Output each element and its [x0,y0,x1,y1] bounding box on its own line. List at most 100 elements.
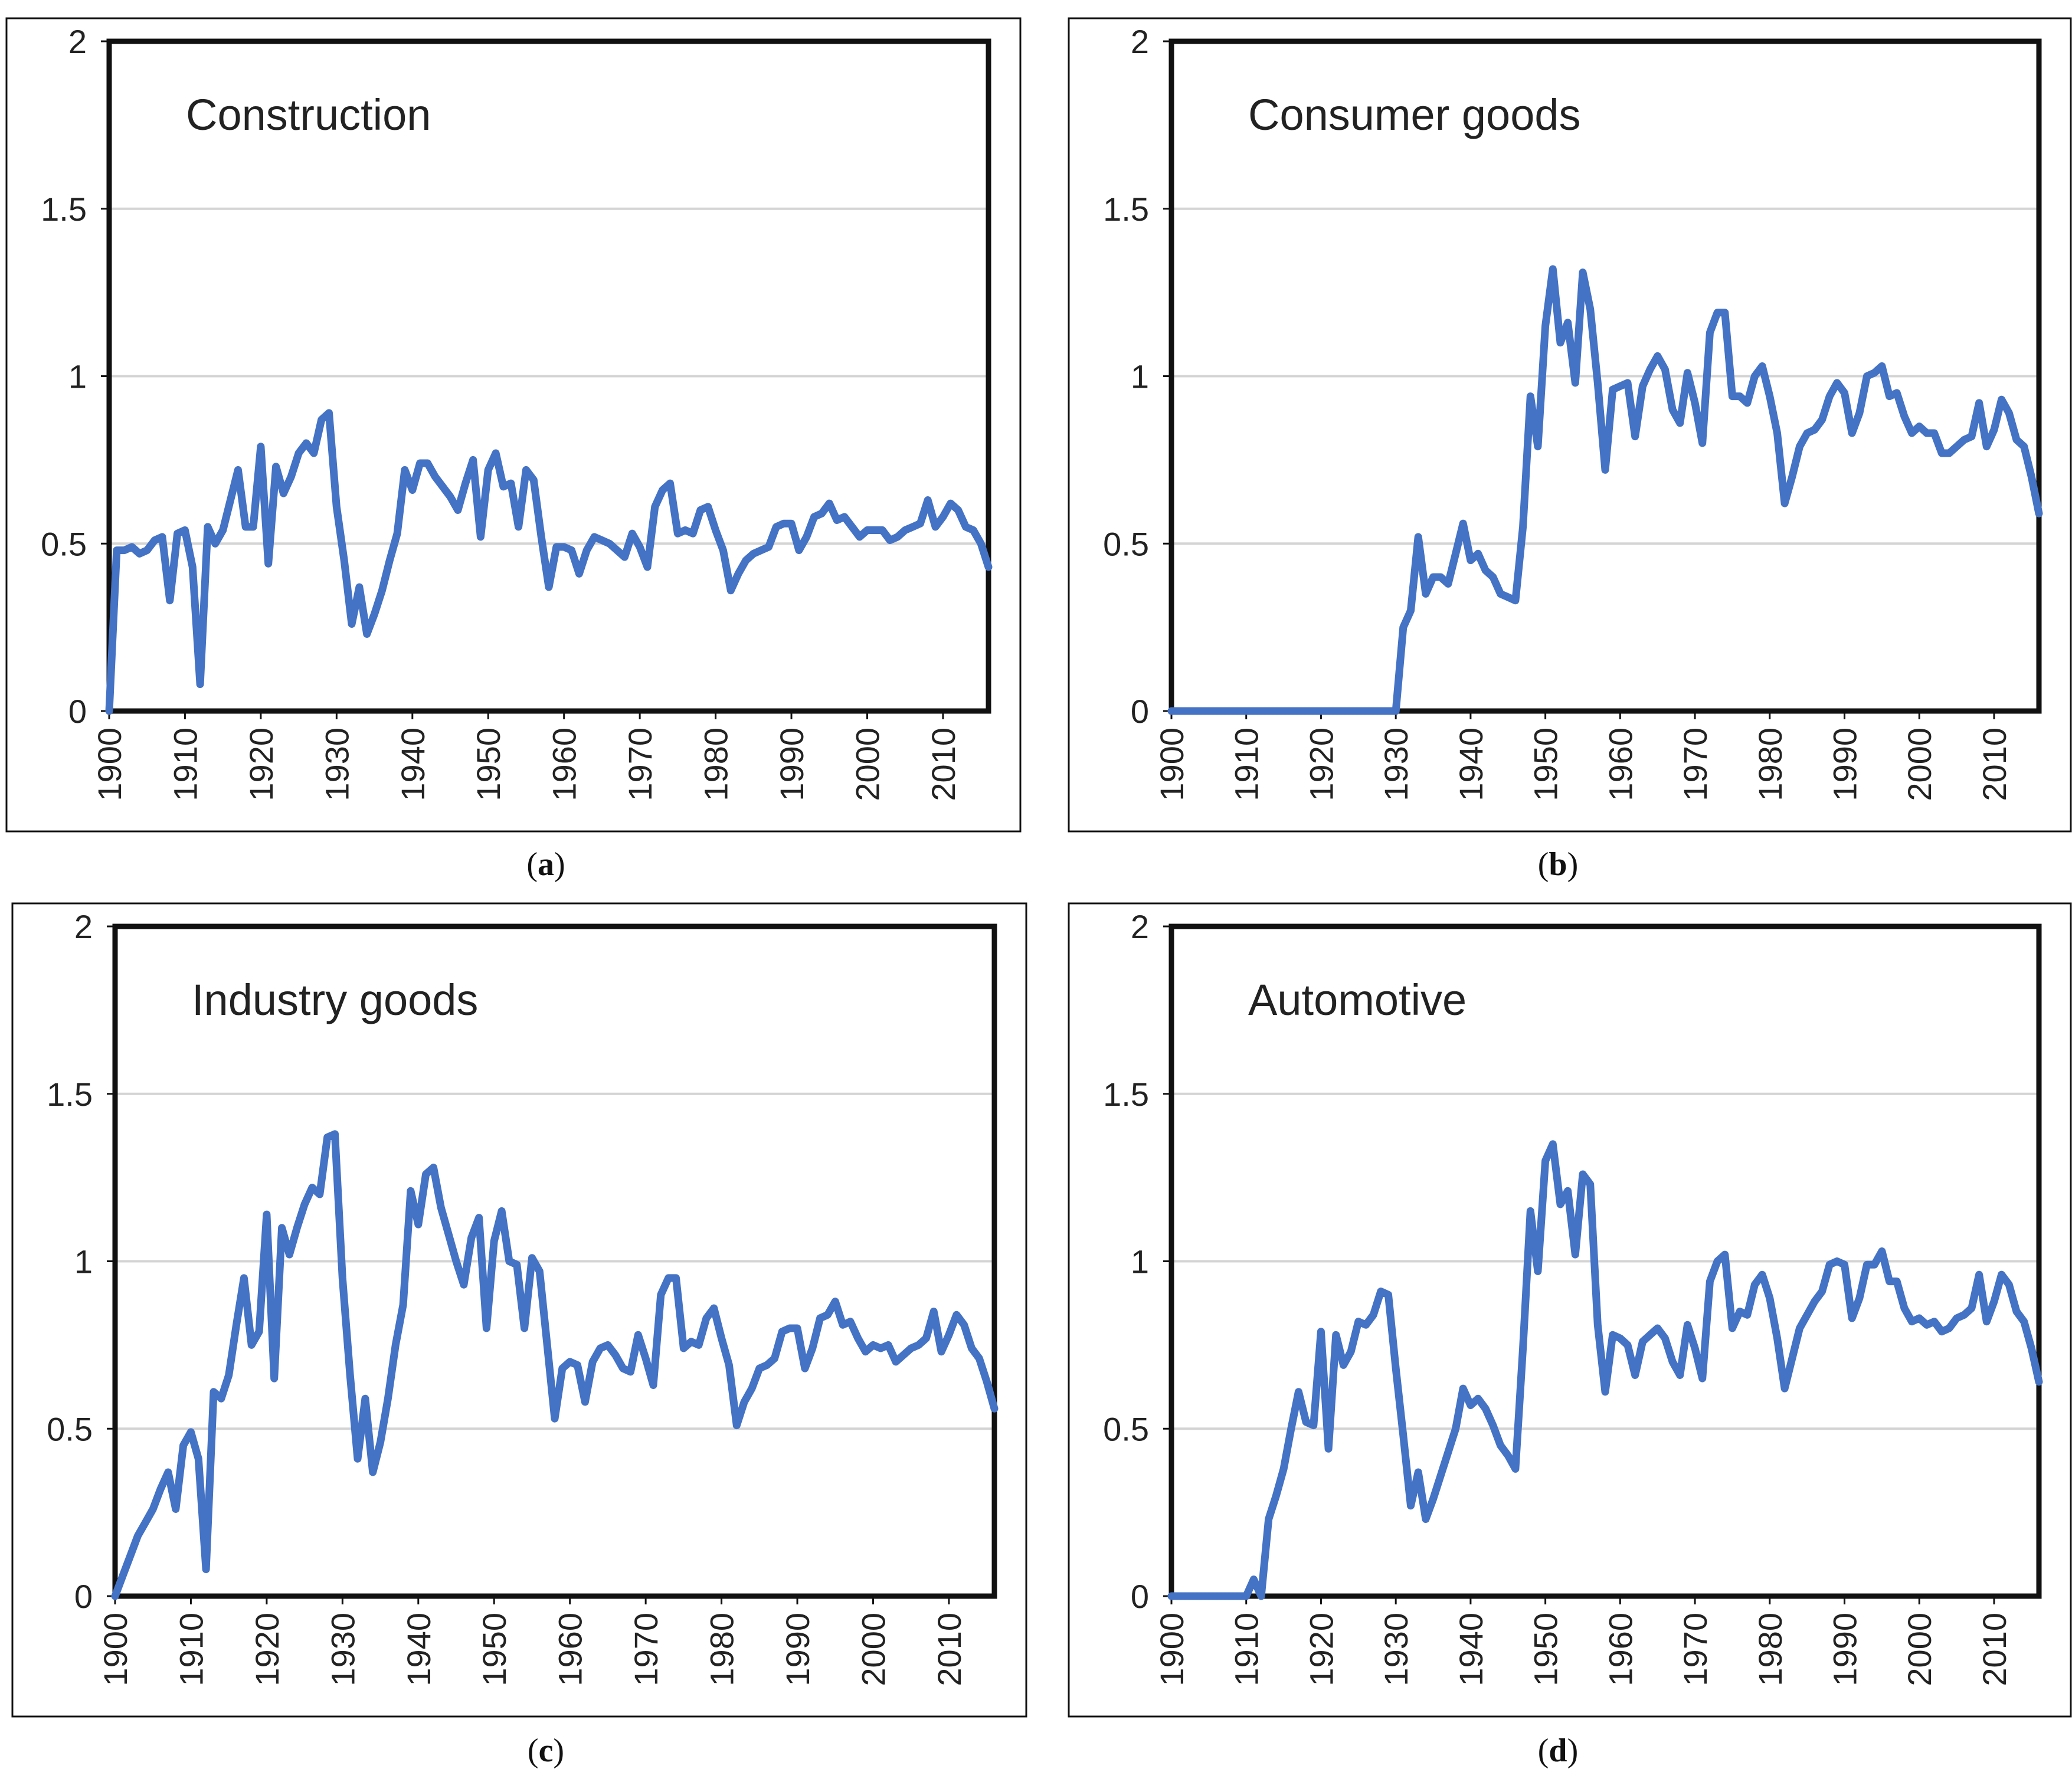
data-point [1887,394,1893,399]
data-point [408,1188,414,1194]
data-point [1595,380,1600,386]
data-point [1782,1385,1788,1391]
data-point [1370,708,1376,714]
data-point [1789,474,1795,480]
data-point [1513,598,1518,604]
data-point [1946,450,1952,456]
data-point [552,1416,558,1421]
x-tick-label: 1940 [1452,1613,1490,1686]
data-point [165,1469,171,1475]
x-tick-label: 2000 [1901,728,1938,801]
panel-caption-letter: d [1549,1732,1567,1769]
data-point [1318,708,1324,714]
y-tick-label: 0.5 [41,525,87,562]
data-point [1729,394,1735,399]
data-point [317,1191,323,1197]
data-point [286,1252,292,1257]
data-point [1849,430,1855,436]
data-point [865,528,870,533]
data-point [826,500,832,506]
data-point [2006,1282,2012,1288]
y-tick-label: 2 [1131,908,1149,945]
data-point [469,1235,474,1241]
data-point [582,1399,588,1405]
data-point [788,520,794,526]
data-point [690,530,696,536]
data-point [1639,1339,1645,1345]
data-point [356,584,362,590]
data-point [159,534,165,540]
plot-area-border [106,38,991,714]
data-point [491,1238,497,1244]
data-point [1759,363,1765,369]
data-point [1655,1325,1661,1331]
data-point [1610,386,1616,392]
data-point [1744,1312,1750,1318]
data-point [127,1553,133,1559]
x-tick-label: 1900 [1153,728,1190,801]
data-point [1475,1396,1481,1401]
data-point [1303,1419,1309,1425]
chart-panel-consumer-goods: 0 0.5 1 1.5 2 1900 1910 1920 1930 1940 1950 1960 197… [1068,17,2072,833]
data-point [569,548,575,553]
data-point [1819,1289,1825,1295]
data-point [1670,407,1675,412]
y-tick-label: 1 [74,1243,93,1280]
data-point [1423,1516,1429,1522]
data-point [1901,414,1907,420]
data-point [1543,1158,1549,1164]
data-point [1752,1282,1757,1288]
y-tick-label: 1.5 [1103,1076,1149,1113]
x-tick-label: 2000 [849,728,886,801]
panel-caption-letter: b [1549,846,1567,883]
y-tick-label: 1 [1131,1243,1149,1280]
series-line-consumer-goods [1167,265,2043,715]
data-point [590,1359,595,1365]
data-point [1692,400,1698,406]
data-point [1400,624,1406,630]
data-point [1168,1593,1174,1599]
data-point [1311,708,1317,714]
data-point [970,528,976,533]
data-point [1363,708,1369,714]
data-point [1737,1309,1743,1315]
data-point [264,1211,270,1217]
data-point [152,538,158,543]
data-point [226,1372,232,1378]
data-point [1535,444,1541,450]
data-point [1961,437,1967,443]
data-point [544,1342,550,1348]
data-point [243,524,248,530]
data-point [136,551,142,556]
x-tick-label: 1910 [1228,728,1265,801]
data-point [1632,434,1638,440]
data-point [1991,1299,1997,1305]
data-point [1303,708,1309,714]
data-point [1932,1319,1937,1325]
data-point [1543,323,1549,329]
data-point [455,507,461,513]
data-point [675,530,680,536]
data-point [954,1312,960,1318]
data-point [961,1322,967,1328]
data-point [248,1342,254,1348]
data-point [1797,1325,1803,1331]
data-point [1288,1426,1294,1432]
data-point [349,621,355,627]
data-point [834,517,840,523]
data-point [370,1469,376,1475]
data-point [362,1396,368,1401]
data-point [1550,266,1556,272]
data-point [1625,1342,1631,1348]
data-point [1714,310,1720,316]
data-point [394,530,400,536]
data-point [1804,1312,1810,1318]
data-point [1206,1593,1212,1599]
x-tick-label: 1910 [166,728,204,801]
data-point [142,1519,148,1525]
data-point [705,504,711,510]
data-point [506,1259,512,1265]
data-point [720,548,726,553]
data-point [1849,1315,1855,1321]
data-point [1969,1305,1975,1311]
